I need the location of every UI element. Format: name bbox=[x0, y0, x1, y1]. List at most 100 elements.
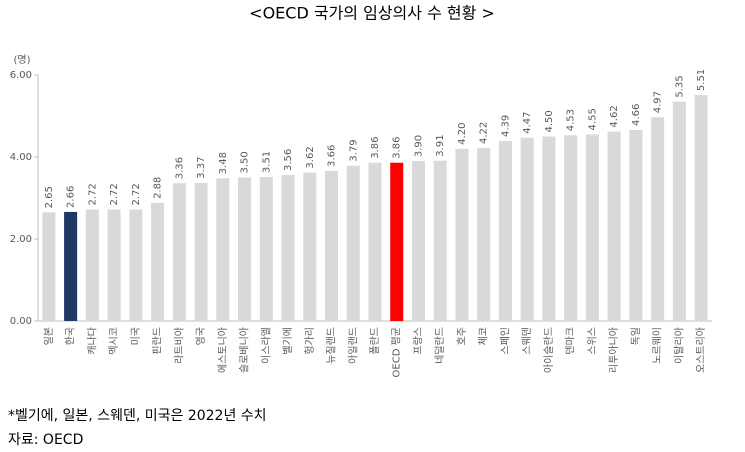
x-tick-label: 체코 bbox=[478, 327, 490, 345]
chart-title: <OECD 국가의 임상의사 수 현황 > bbox=[249, 4, 495, 23]
value-label: 3.66 bbox=[327, 145, 338, 167]
x-tick-label: 독일 bbox=[630, 327, 642, 345]
value-label: 3.62 bbox=[305, 146, 316, 168]
bar bbox=[672, 101, 686, 322]
value-label: 3.91 bbox=[435, 134, 446, 156]
value-label: 3.86 bbox=[392, 136, 403, 158]
bar bbox=[585, 134, 599, 321]
x-tick-label: 캐나다 bbox=[86, 327, 98, 355]
x-tick-label: 벨기에 bbox=[282, 327, 294, 355]
x-tick-label: 덴마크 bbox=[565, 327, 577, 355]
value-label: 3.48 bbox=[218, 152, 229, 174]
value-label: 2.88 bbox=[153, 177, 164, 199]
source: 자료: OECD bbox=[8, 432, 83, 448]
value-label: 2.72 bbox=[131, 183, 142, 205]
x-tick-label: 이탈리아 bbox=[672, 327, 685, 364]
x-tick-label: 스웨덴 bbox=[521, 327, 533, 355]
x-tick-label: 아이슬란드 bbox=[543, 327, 555, 373]
value-label: 2.66 bbox=[66, 186, 77, 208]
bar bbox=[151, 202, 165, 321]
x-tick-label: 프랑스 bbox=[412, 327, 424, 355]
bar bbox=[107, 209, 121, 321]
value-label: 3.56 bbox=[283, 149, 294, 171]
x-tick-label: 슬로베니아 bbox=[239, 327, 251, 373]
y-tick-label: 4.00 bbox=[10, 152, 32, 163]
bar bbox=[455, 148, 469, 321]
bar bbox=[259, 177, 273, 321]
bar bbox=[607, 131, 621, 321]
x-tick-label: 라트비아 bbox=[173, 327, 185, 364]
bar bbox=[520, 137, 534, 321]
bar bbox=[64, 211, 78, 321]
footnote: *벨기에, 일본, 스웨덴, 미국은 2022년 수치 bbox=[8, 408, 267, 424]
bar bbox=[194, 182, 208, 321]
x-tick-label: 스위스 bbox=[585, 327, 598, 355]
value-label: 5.51 bbox=[696, 69, 707, 91]
value-label: 4.50 bbox=[544, 110, 555, 132]
bar bbox=[85, 209, 99, 321]
value-label: 3.36 bbox=[174, 157, 185, 179]
value-label: 3.79 bbox=[348, 139, 359, 161]
value-label: 3.50 bbox=[240, 151, 251, 173]
x-tick-label: 헝가리 bbox=[304, 327, 316, 355]
bar bbox=[281, 175, 295, 321]
bar bbox=[433, 160, 447, 321]
bar bbox=[238, 177, 252, 321]
value-label: 4.47 bbox=[522, 111, 533, 133]
value-label: 4.20 bbox=[457, 123, 468, 145]
bar bbox=[564, 135, 578, 321]
value-label: 4.97 bbox=[653, 91, 664, 113]
y-axis-label: (명) bbox=[13, 54, 30, 66]
x-tick-label: 폴란드 bbox=[369, 327, 381, 355]
bar bbox=[694, 95, 708, 321]
bar bbox=[542, 136, 556, 321]
x-tick-label: 뉴질랜드 bbox=[326, 327, 338, 364]
x-tick-label: 미국 bbox=[130, 327, 142, 345]
x-tick-label: 영국 bbox=[195, 327, 207, 345]
x-tick-label: 일본 bbox=[43, 327, 55, 345]
x-tick-label: OECD 평균 bbox=[391, 327, 403, 377]
bar bbox=[42, 212, 56, 321]
value-label: 3.51 bbox=[261, 151, 272, 173]
y-tick-label: 6.00 bbox=[10, 70, 32, 81]
value-label: 2.65 bbox=[44, 186, 55, 208]
value-label: 3.90 bbox=[413, 135, 424, 157]
bar bbox=[346, 165, 360, 321]
bar bbox=[172, 183, 186, 321]
y-tick-label: 0.00 bbox=[10, 316, 32, 327]
value-label: 4.66 bbox=[631, 104, 642, 126]
bar bbox=[651, 117, 665, 321]
value-label: 2.72 bbox=[109, 183, 120, 205]
value-label: 4.55 bbox=[587, 108, 598, 130]
value-label: 4.39 bbox=[500, 115, 511, 137]
value-label: 4.53 bbox=[566, 109, 577, 131]
x-tick-label: 노르웨이 bbox=[652, 327, 664, 364]
y-tick-label: 2.00 bbox=[10, 234, 32, 245]
x-tick-label: 에스토니아 bbox=[217, 327, 229, 373]
value-label: 3.37 bbox=[196, 157, 207, 179]
bar bbox=[498, 141, 512, 321]
bar bbox=[390, 162, 404, 321]
x-tick-label: 네덜란드 bbox=[434, 327, 446, 364]
bar bbox=[303, 172, 317, 321]
value-label: 4.22 bbox=[479, 122, 490, 144]
bar bbox=[477, 147, 491, 321]
value-label: 2.72 bbox=[87, 183, 98, 205]
bar bbox=[129, 209, 143, 321]
x-tick-label: 핀란드 bbox=[152, 327, 164, 355]
bar bbox=[324, 170, 339, 321]
x-tick-label: 아일랜드 bbox=[347, 327, 359, 364]
x-tick-label: 스페인 bbox=[499, 327, 511, 355]
value-label: 5.35 bbox=[674, 75, 685, 97]
x-tick-label: 리투아니아 bbox=[608, 327, 620, 373]
x-tick-label: 이스라엘 bbox=[259, 327, 272, 364]
bar bbox=[411, 161, 426, 321]
value-label: 4.62 bbox=[609, 105, 620, 127]
bar bbox=[629, 129, 643, 321]
x-tick-label: 한국 bbox=[65, 327, 77, 345]
bar bbox=[216, 178, 230, 321]
value-label: 3.86 bbox=[370, 136, 381, 158]
bar bbox=[368, 162, 382, 321]
x-tick-label: 호주 bbox=[456, 327, 468, 345]
